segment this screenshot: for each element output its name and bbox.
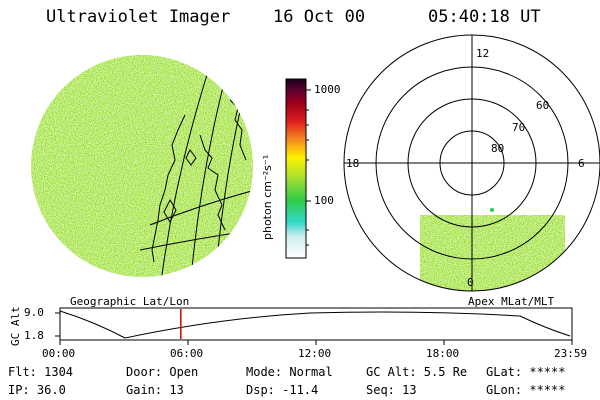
time-tick-1800: 18:00 [426, 347, 460, 360]
colorbar [285, 78, 307, 259]
instrument-title: Ultraviolet Imager [46, 7, 231, 27]
mlat-label-70: 70 [512, 121, 526, 134]
time-tick-0000: 00:00 [42, 347, 76, 360]
mlt-label-0: 0 [467, 276, 474, 289]
gain-value: Gain: 13 [126, 383, 184, 397]
dsp-value: Dsp: -11.4 [246, 383, 319, 397]
flight-number: Flt: 1304 [8, 365, 74, 379]
gc-alt-value: GC Alt: 5.5 Re [366, 365, 468, 379]
seq-value: Seq: 13 [366, 383, 417, 397]
apex-panel-title: Apex MLat/MLT [468, 295, 555, 308]
mlat-label-60: 60 [536, 99, 550, 112]
time-tick-0600: 06:00 [170, 347, 204, 360]
glon-value: GLon: ***** [486, 383, 566, 397]
mlt-label-18: 18 [346, 157, 360, 170]
ip-value: IP: 36.0 [8, 383, 66, 397]
date-label: 16 Oct 00 [273, 7, 366, 27]
mode-value: Mode: Normal [246, 365, 333, 379]
altitude-strip [55, 307, 573, 345]
mlt-label-6: 6 [578, 157, 585, 170]
polar-plot [343, 34, 600, 292]
geographic-panel-title: Geographic Lat/Lon [70, 295, 190, 308]
gc-alt-axis-label: GC Alt [9, 306, 22, 346]
colorbar-ticks [306, 89, 311, 246]
mlt-label-12: 12 [476, 47, 490, 60]
door-status: Door: Open [126, 365, 199, 379]
colorbar-unit-label: photon cm⁻²s⁻¹ [261, 154, 274, 240]
time-tick-2359: 23:59 [554, 347, 588, 360]
y-tick-1-8: 1.8 [24, 329, 44, 342]
y-tick-9: 9.0 [24, 306, 44, 319]
colorbar-tick-100: 100 [314, 194, 334, 207]
mlat-label-80: 80 [491, 142, 505, 155]
time-label: 05:40:18 UT [428, 7, 541, 27]
glat-value: GLat: ***** [486, 365, 566, 379]
time-tick-1200: 12:00 [298, 347, 332, 360]
earth-image [31, 55, 253, 277]
colorbar-tick-1000: 1000 [314, 83, 341, 96]
